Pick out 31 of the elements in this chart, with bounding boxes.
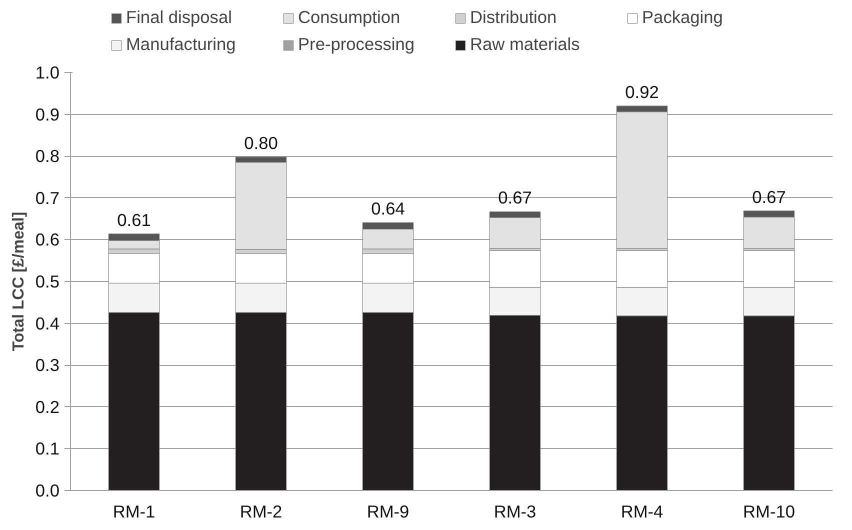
y-tick-label: 0.9 <box>35 104 60 124</box>
x-tick-label: RM-1 <box>112 502 156 522</box>
total-label: 0.92 <box>625 82 659 102</box>
legend-label: Consumption <box>298 7 402 28</box>
legend-label: Raw materials <box>470 34 581 55</box>
y-tick-label: 0.1 <box>35 438 60 459</box>
legend-label: Distribution <box>470 7 558 28</box>
total-label: 0.67 <box>498 188 532 208</box>
total-label: 0.67 <box>752 186 786 207</box>
x-tick-label: RM-3 <box>494 502 536 522</box>
x-tick-label: RM-9 <box>366 502 410 522</box>
legend-label: Final disposal <box>126 7 233 28</box>
x-tick-label: RM-4 <box>620 502 664 522</box>
y-tick-label: 0.7 <box>35 188 60 208</box>
y-tick-label: 0.5 <box>35 272 60 292</box>
y-tick-label: 0.6 <box>35 230 60 250</box>
total-label: 0.80 <box>244 132 278 153</box>
y-tick-label: 1.0 <box>35 62 60 82</box>
x-tick-label: RM-10 <box>743 502 796 522</box>
y-tick-label: 0.8 <box>35 146 60 166</box>
y-tick-label: 0.4 <box>35 313 60 334</box>
y-tick-label: 0.2 <box>35 396 60 417</box>
total-label: 0.64 <box>371 198 406 219</box>
y-tick-label: 0.3 <box>35 355 60 376</box>
legend-label: Manufacturing <box>126 34 237 55</box>
y-tick-label: 0.0 <box>35 480 60 500</box>
total-label: 0.61 <box>117 210 151 230</box>
x-tick-label: RM-2 <box>240 502 282 522</box>
y-axis-title: Total LCC [£/meal] <box>10 212 28 352</box>
legend-label: Pre-processing <box>298 34 416 55</box>
legend-label: Packaging <box>642 7 724 28</box>
